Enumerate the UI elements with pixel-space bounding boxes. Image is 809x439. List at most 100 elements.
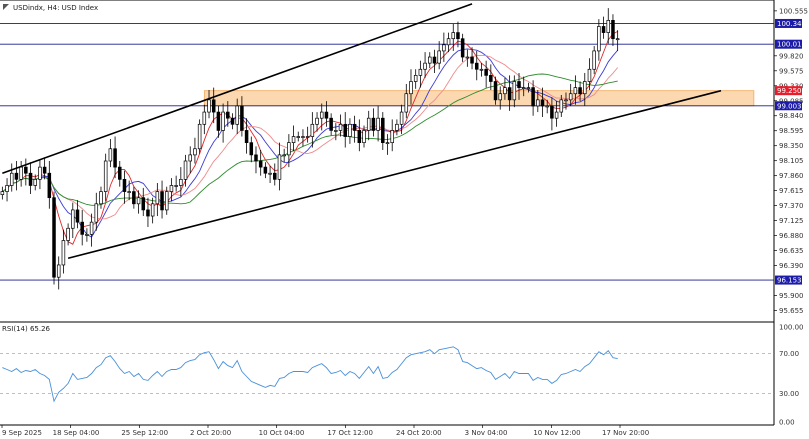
bull-candle-body [568, 93, 573, 101]
candle [470, 47, 474, 70]
candle [0, 186, 5, 200]
candle [89, 213, 94, 247]
bear-candle-body [28, 172, 33, 186]
candle [305, 126, 310, 143]
candle [56, 256, 61, 290]
bear-candle-body [263, 166, 268, 174]
bull-candle-body [268, 172, 272, 175]
bear-candle-body [249, 142, 254, 156]
rsi-tick-label: 0.00 [779, 419, 795, 427]
bull-candle-body [282, 154, 286, 157]
candle [240, 96, 244, 137]
bull-candle-body [89, 221, 94, 235]
price-badge: 99.003 [775, 101, 802, 111]
candle [526, 82, 531, 93]
bull-candle-body [164, 191, 169, 211]
bull-candle-body [38, 166, 42, 180]
candle [479, 63, 484, 77]
bull-candle-body [413, 75, 418, 82]
candle [334, 123, 338, 141]
bear-candle-body [24, 166, 28, 174]
candle [211, 87, 216, 124]
candle [550, 97, 554, 131]
bull-candle-body [583, 81, 587, 95]
time-tick-label: 10 Oct 04:00 [259, 429, 305, 437]
candle [338, 114, 343, 137]
bull-candle-body [319, 111, 324, 119]
candle [28, 162, 33, 195]
candle [531, 80, 535, 116]
bull-candle-body [5, 185, 9, 192]
bear-candle-body [329, 117, 333, 131]
candle [136, 190, 141, 214]
price-tick-label: 99.820 [779, 52, 804, 60]
candle [169, 178, 174, 202]
bull-candle-body [56, 264, 61, 278]
candle [193, 137, 197, 164]
candle [376, 105, 380, 142]
candle [132, 186, 136, 209]
bear-candle-body [517, 81, 521, 88]
candle [611, 14, 615, 47]
channel-upper-line[interactable] [2, 3, 473, 174]
candle [254, 146, 258, 174]
bull-candle-body [423, 62, 427, 70]
candle [226, 101, 230, 127]
bear-candle-body [230, 117, 235, 125]
bull-candle-body [366, 117, 371, 131]
bear-candle-body [531, 87, 535, 107]
bull-candle-body [19, 166, 23, 180]
symbol-title-text: USDindx, H4: USD Index [13, 4, 98, 12]
symbol-menu-icon[interactable] [3, 4, 9, 10]
bull-candle-body [606, 19, 611, 33]
bull-candle-body [291, 136, 296, 144]
candle [437, 41, 441, 70]
candle [71, 202, 75, 239]
time-tick-label: 10 Nov 12:00 [533, 429, 580, 437]
candle [150, 197, 155, 224]
candle [85, 228, 89, 242]
time-tick-label: 18 Sep 04:00 [53, 429, 100, 437]
bear-candle-body [160, 191, 164, 211]
candle [24, 158, 28, 186]
bull-candle-body [193, 148, 197, 156]
bull-candle-body [390, 130, 394, 144]
candle [601, 16, 606, 39]
price-axis: 100.55599.82099.57599.33099.08598.84098.… [774, 7, 808, 315]
candle [183, 154, 188, 187]
bull-candle-body [103, 160, 108, 192]
candle [385, 134, 390, 155]
bull-candle-body [536, 99, 540, 107]
bear-candle-body [47, 172, 52, 199]
candle [578, 81, 582, 102]
ma-slow-red-line [2, 54, 619, 220]
time-tick-label: 3 Nov 04:00 [465, 429, 508, 437]
candle [498, 86, 502, 110]
candle [366, 110, 371, 141]
bull-candle-body [395, 123, 399, 131]
bull-candle-body [376, 117, 380, 131]
candle [536, 90, 540, 113]
bull-candle-body [127, 191, 131, 193]
bull-candle-body [155, 191, 160, 205]
bear-candle-body [381, 117, 385, 144]
bear-candle-body [357, 130, 362, 144]
bear-candle-body [474, 62, 479, 70]
price-tick-label: 96.390 [779, 262, 804, 270]
candle [202, 104, 207, 135]
candle [442, 32, 446, 62]
bull-candle-body [183, 160, 188, 180]
candle [381, 112, 385, 150]
candle [371, 108, 376, 137]
bull-candle-body [277, 154, 282, 180]
bear-candle-body [52, 197, 56, 278]
channel-lower-line[interactable] [67, 89, 722, 260]
candle [404, 83, 409, 119]
bull-candle-body [559, 99, 564, 113]
candle [230, 113, 235, 130]
price-badge-label: 99.003 [777, 102, 802, 110]
bull-candle-body [362, 130, 366, 144]
candle [155, 183, 160, 217]
bull-candle-body [188, 154, 192, 162]
